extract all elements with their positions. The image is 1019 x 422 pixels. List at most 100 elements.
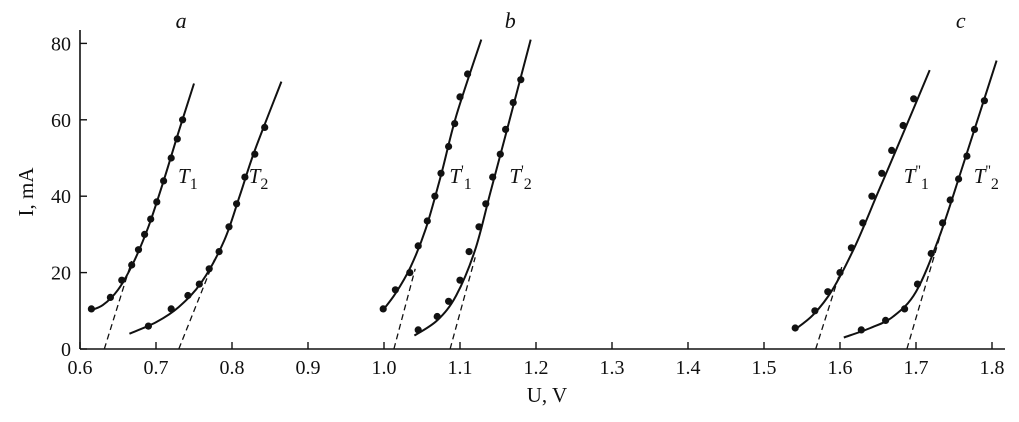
data-point xyxy=(963,152,971,160)
data-point xyxy=(857,326,865,334)
data-point xyxy=(955,175,963,183)
series-label: T''1 xyxy=(904,163,929,193)
y-tick-label: 40 xyxy=(51,186,71,208)
data-point xyxy=(927,249,935,258)
data-point xyxy=(431,192,439,200)
x-tick-label: 1.1 xyxy=(448,357,473,379)
series-label-prime: ' xyxy=(461,163,464,179)
data-point xyxy=(939,219,947,227)
data-point xyxy=(87,305,95,313)
data-point xyxy=(128,261,136,269)
data-point xyxy=(241,173,249,181)
x-tick-label: 0.7 xyxy=(144,357,169,379)
data-point xyxy=(261,123,269,131)
series-group: T2 xyxy=(129,81,283,350)
series-label-prime: '' xyxy=(985,163,991,179)
series-group: T''2 xyxy=(843,60,999,350)
data-point xyxy=(836,269,844,277)
data-point xyxy=(482,200,490,208)
data-point xyxy=(141,230,149,238)
series-label-base: T xyxy=(449,164,462,188)
data-point xyxy=(445,142,453,151)
data-point xyxy=(205,265,213,273)
asymptote-line xyxy=(393,268,416,350)
data-point xyxy=(134,246,143,254)
data-point xyxy=(423,217,431,225)
data-point xyxy=(859,219,867,227)
data-point xyxy=(437,169,445,177)
data-point xyxy=(496,150,504,158)
data-point xyxy=(847,244,856,252)
y-ticks: 0 20 40 60 80 xyxy=(51,33,87,361)
data-point xyxy=(489,173,497,181)
series-label-subscript: 1 xyxy=(190,176,198,193)
data-point xyxy=(391,286,399,294)
data-point xyxy=(913,280,922,288)
series-label: T''2 xyxy=(974,163,999,193)
series-label: T'2 xyxy=(509,163,531,193)
data-point xyxy=(882,316,890,324)
data-point xyxy=(451,120,459,128)
data-point xyxy=(475,223,483,231)
x-tick-label: 0.8 xyxy=(220,357,245,379)
data-point xyxy=(433,312,441,321)
panel-labels: a b c xyxy=(176,8,966,33)
data-point xyxy=(406,269,414,277)
axes xyxy=(79,30,1005,350)
data-point xyxy=(456,276,464,284)
data-point xyxy=(878,169,886,177)
panel-label: c xyxy=(956,8,966,33)
series-group: T1 xyxy=(87,83,198,350)
data-point xyxy=(179,116,187,124)
series-group: T'1 xyxy=(379,39,483,350)
x-ticks: 0.6 0.7 0.8 0.9 1.0 1.1 1.2 1.3 1.4 1.5 1.6 1.7 1.8 xyxy=(68,342,1005,379)
data-point xyxy=(106,293,114,301)
data-point xyxy=(910,95,918,103)
series-group: T''1 xyxy=(791,69,931,350)
panel-label: b xyxy=(505,8,516,33)
data-point xyxy=(195,280,203,288)
x-tick-label: 1.6 xyxy=(828,357,853,379)
data-point xyxy=(465,248,473,256)
data-point xyxy=(379,305,387,313)
asymptote-line xyxy=(906,232,942,350)
data-point xyxy=(811,307,819,315)
data-point xyxy=(868,192,876,200)
asymptote-line xyxy=(178,257,216,350)
data-point xyxy=(901,305,909,313)
asymptote-line xyxy=(449,257,476,350)
data-point xyxy=(153,198,161,206)
data-point xyxy=(791,324,799,332)
data-point xyxy=(225,223,233,231)
data-point xyxy=(888,146,896,154)
x-tick-label: 1.4 xyxy=(676,357,701,379)
data-point xyxy=(414,242,422,250)
series-curve xyxy=(793,69,931,331)
data-point xyxy=(118,276,126,284)
data-point xyxy=(517,76,525,84)
series-label-base: T xyxy=(249,164,262,188)
asymptote-line xyxy=(103,260,133,350)
y-tick-label: 60 xyxy=(51,110,71,132)
data-point xyxy=(167,305,175,313)
series-curve xyxy=(381,39,483,312)
data-point xyxy=(414,326,422,334)
data-point xyxy=(509,99,517,107)
y-tick-label: 0 xyxy=(61,339,71,361)
data-point xyxy=(144,322,152,330)
x-tick-label: 1.8 xyxy=(980,357,1005,379)
data-point xyxy=(464,70,472,78)
data-point xyxy=(184,291,192,300)
series-layer: T1 T2 T'1 T'2 T''1 T''2 xyxy=(87,39,999,350)
x-tick-label: 0.6 xyxy=(68,357,93,379)
series-label-base: T xyxy=(509,164,522,188)
series-curve xyxy=(129,81,283,335)
series-label-subscript: 2 xyxy=(524,176,532,193)
data-point xyxy=(456,93,464,101)
series-label-prime: '' xyxy=(915,163,921,179)
panel-label: a xyxy=(176,8,187,33)
data-point xyxy=(233,200,241,208)
data-point xyxy=(173,135,181,143)
series-label-subscript: 2 xyxy=(260,176,268,193)
